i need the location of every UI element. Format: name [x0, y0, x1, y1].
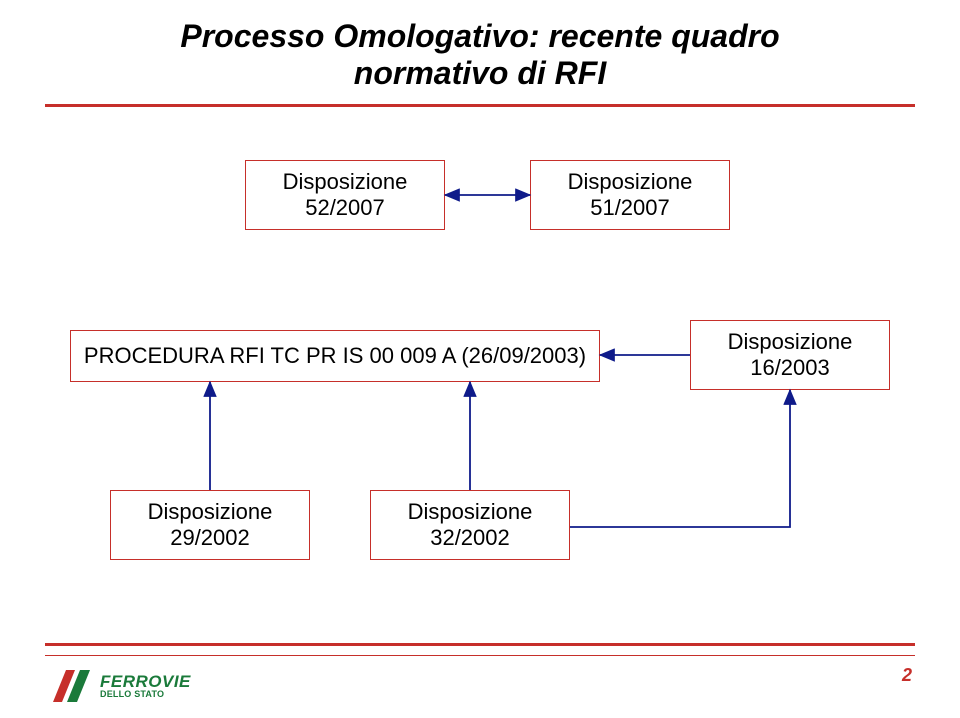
footer-logo: FERROVIE DELLO STATO: [50, 666, 191, 706]
node-procedura: PROCEDURA RFI TC PR IS 00 009 A (26/09/2…: [70, 330, 600, 382]
logo-line-2: DELLO STATO: [100, 690, 191, 698]
divider-bottom-thick: [45, 643, 915, 646]
node-disposizione-32-2002: Disposizione 32/2002: [370, 490, 570, 560]
node-label: Disposizione: [408, 499, 533, 524]
title-line-1: Processo Omologativo: recente quadro: [180, 18, 779, 54]
logo-line-1: FERROVIE: [100, 674, 191, 689]
node-label: Disposizione: [728, 329, 853, 354]
node-label: Disposizione: [283, 169, 408, 194]
node-label: PROCEDURA RFI TC PR IS 00 009 A (26/09/2…: [84, 343, 586, 368]
node-label: 51/2007: [590, 195, 670, 220]
node-label: Disposizione: [568, 169, 693, 194]
logo-text: FERROVIE DELLO STATO: [100, 674, 191, 697]
node-label: 16/2003: [750, 355, 830, 380]
node-disposizione-52-2007: Disposizione 52/2007: [245, 160, 445, 230]
divider-top: [45, 104, 915, 107]
node-disposizione-51-2007: Disposizione 51/2007: [530, 160, 730, 230]
node-label: 52/2007: [305, 195, 385, 220]
node-label: Disposizione: [148, 499, 273, 524]
slide: Processo Omologativo: recente quadro nor…: [0, 0, 960, 718]
page-number: 2: [902, 665, 912, 686]
node-label: 29/2002: [170, 525, 250, 550]
node-disposizione-16-2003: Disposizione 16/2003: [690, 320, 890, 390]
node-label: 32/2002: [430, 525, 510, 550]
node-disposizione-29-2002: Disposizione 29/2002: [110, 490, 310, 560]
slide-title: Processo Omologativo: recente quadro nor…: [30, 18, 930, 92]
logo-icon: [50, 666, 94, 706]
divider-bottom-thin: [45, 655, 915, 656]
title-line-2: normativo di RFI: [354, 55, 606, 91]
